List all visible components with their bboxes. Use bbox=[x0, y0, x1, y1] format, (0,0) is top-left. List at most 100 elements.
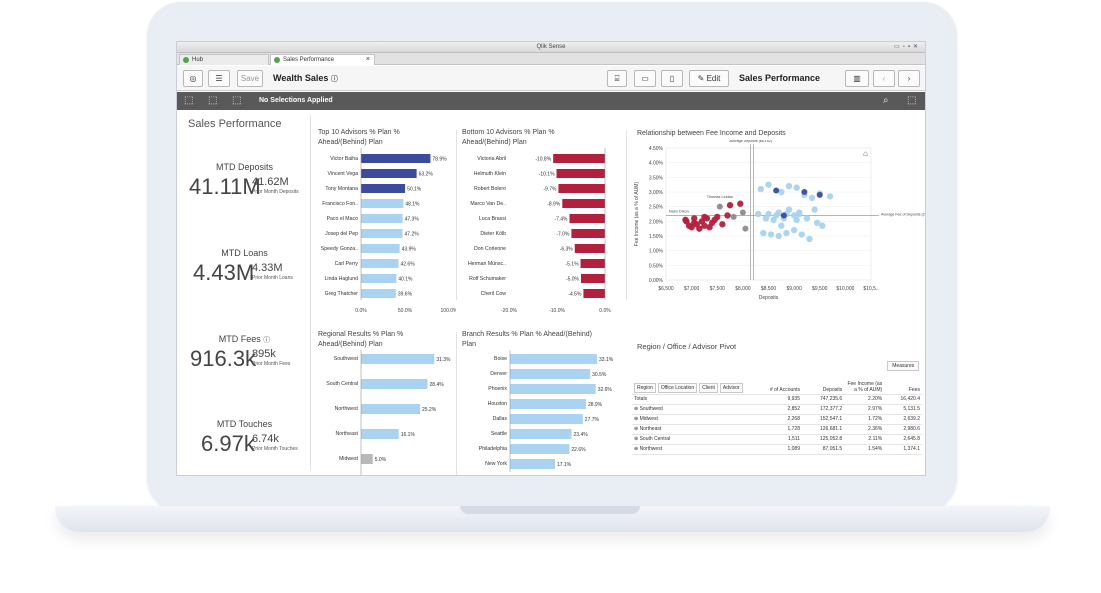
bar-value-label: 42.6% bbox=[400, 262, 415, 268]
selection-forward-icon[interactable]: ⬚ bbox=[208, 95, 218, 106]
scatter-point bbox=[690, 219, 698, 226]
bar-value-label: 28.4% bbox=[430, 382, 445, 388]
dimension-advisor[interactable]: Advisor bbox=[719, 382, 743, 393]
col-fees[interactable]: Fees bbox=[884, 372, 922, 395]
bar bbox=[562, 199, 605, 208]
camera-icon[interactable]: ⌸ bbox=[607, 70, 627, 87]
pivot-cell: 1.54% bbox=[844, 444, 885, 455]
scatter-point bbox=[775, 232, 782, 240]
bar-category-label: Greg Thatcher bbox=[325, 291, 359, 297]
pivot-title: Region / Office / Advisor Pivot bbox=[637, 342, 737, 351]
scatter-point bbox=[790, 226, 798, 234]
bar bbox=[361, 154, 431, 163]
pivot-row[interactable]: ⊕ Midwest 2,268 152,547.1 1.72% 2,639.2 bbox=[632, 414, 922, 425]
kpi-deposits-prior-label: Prior Month Deposits bbox=[252, 189, 299, 195]
pivot-row[interactable]: ⊕ Northwest 1,089 87,051.5 1.54% 1,374.1 bbox=[632, 444, 922, 455]
search-icon[interactable]: ⌕ bbox=[883, 95, 889, 106]
edit-button[interactable]: ✎ Edit bbox=[689, 70, 729, 87]
next-sheet-icon[interactable]: › bbox=[898, 70, 920, 87]
bar-category-label: Vincent Vega bbox=[328, 171, 359, 177]
kpi-loans-value: 4.43M bbox=[193, 260, 255, 285]
tab-hub[interactable]: Hub bbox=[179, 54, 269, 65]
bar-category-label: Midwest bbox=[339, 456, 359, 462]
info-icon[interactable]: ⓘ bbox=[263, 337, 271, 344]
bookmark-icon[interactable]: ▯ bbox=[661, 70, 683, 87]
pivot-cell: 2,268 bbox=[747, 414, 802, 425]
save-button[interactable]: Save bbox=[237, 70, 263, 87]
sheets-icon[interactable]: ▥ bbox=[845, 70, 869, 87]
bar-value-label: -6.3% bbox=[560, 247, 574, 253]
info-icon[interactable]: ⓘ bbox=[330, 76, 338, 83]
divider bbox=[456, 130, 457, 300]
kpi-fees-title-text: MTD Fees bbox=[218, 334, 261, 344]
pivot-row[interactable]: ⊕ Northeast 1,728 126,681.1 2.36% 2,980.6 bbox=[632, 424, 922, 435]
window-controls[interactable]: ▭▫▪✕ bbox=[894, 44, 921, 50]
scatter-point bbox=[780, 212, 787, 219]
kpi-touches-prior: 6.74k bbox=[252, 433, 279, 445]
bar bbox=[361, 244, 400, 253]
bottom-advisors-chart[interactable]: Victoria Abril -10.8% Helmuth Klein -10.1% R… bbox=[457, 148, 622, 318]
scatter-point bbox=[701, 213, 708, 221]
scatter-point bbox=[775, 209, 782, 216]
col-fee-income[interactable]: Fee Income (as a % of AUM) bbox=[844, 372, 885, 395]
dimension-office-location[interactable]: Office Location bbox=[657, 382, 698, 393]
top-advisors-chart[interactable]: Victor Baiha 78.9% Vincent Vega 63.2% Tony M… bbox=[311, 148, 456, 318]
y-tick-label: 4.00% bbox=[649, 161, 664, 167]
col-deposits[interactable]: Deposits bbox=[802, 372, 845, 395]
dimension-region[interactable]: Region bbox=[634, 382, 656, 393]
bar-category-label: Houston bbox=[488, 401, 507, 407]
regional-results-title: Regional Results % Plan % Ahead/(Behind)… bbox=[318, 331, 404, 348]
x-tick-label: $8,500 bbox=[761, 286, 777, 292]
bar-category-label: Carl Perry bbox=[335, 261, 359, 267]
close-tab-icon[interactable]: × bbox=[365, 56, 370, 63]
navigation-compass-icon[interactable]: ◎ bbox=[183, 70, 203, 87]
pivot-row[interactable]: ⊕ Southwest 2,852 172,377.2 2.97% 5,131.5 bbox=[632, 404, 922, 415]
scatter-point bbox=[778, 222, 785, 229]
sheet-name: Sales Performance bbox=[188, 118, 282, 130]
selection-back-icon[interactable]: ⬚ bbox=[184, 95, 194, 106]
bar-value-label: 78.9% bbox=[432, 157, 447, 163]
tab-sales-performance[interactable]: Sales Performance × bbox=[270, 54, 375, 65]
pivot-row[interactable]: ⊕ South Central 1,511 125,052.8 2.11% 2,645.… bbox=[632, 434, 922, 445]
bar-category-label: Herman Münsc.. bbox=[468, 261, 506, 267]
regional-results-chart[interactable]: Southwest 31.3% South Central 28.4% Northwes… bbox=[311, 350, 456, 476]
measures-chip[interactable]: Measures bbox=[887, 361, 920, 371]
previous-sheet-icon[interactable]: ‹ bbox=[873, 70, 895, 87]
clear-selections-icon[interactable]: ⬚ bbox=[232, 95, 242, 106]
pivot-cell: 87,051.5 bbox=[802, 444, 845, 455]
pivot-cell: 1,728 bbox=[747, 424, 802, 435]
bar-value-label: -10.1% bbox=[539, 172, 555, 178]
scatter-point bbox=[760, 229, 767, 237]
pivot-cell: 2.11% bbox=[844, 434, 885, 445]
smart-search-icon[interactable]: ⬚ bbox=[907, 95, 917, 106]
scatter-point bbox=[783, 229, 790, 237]
pivot-cell: 2.97% bbox=[844, 404, 885, 415]
kpi-deposits-title: MTD Deposits bbox=[215, 162, 273, 172]
bar-value-label: 5.0% bbox=[375, 457, 387, 463]
present-icon[interactable]: ▭ bbox=[634, 70, 656, 87]
pencil-icon: ✎ bbox=[697, 74, 705, 83]
kpi-loans-title: MTD Loans bbox=[221, 248, 268, 258]
pivot-spacer bbox=[632, 360, 747, 372]
tick-label: 0.0% bbox=[599, 308, 611, 314]
kpi-fees-prior-label: Prior Month Fees bbox=[252, 361, 291, 367]
divider bbox=[626, 130, 627, 300]
bar bbox=[361, 404, 421, 414]
scatter-title: Relationship between Fee Income and Depo… bbox=[637, 130, 786, 137]
bar bbox=[361, 429, 399, 439]
pivot-row[interactable]: Totals 9,935 747,235.6 2.20% 16,420.4 bbox=[632, 394, 922, 405]
bar-category-label: Francisco Fon.. bbox=[322, 201, 358, 207]
qlik-icon bbox=[274, 57, 280, 63]
x-axis-label: Deposits bbox=[759, 295, 779, 301]
scatter-point bbox=[778, 188, 785, 196]
menu-list-icon[interactable]: ☰ bbox=[208, 70, 230, 87]
bar-category-label: New York bbox=[485, 461, 507, 467]
fee-deposits-scatter[interactable]: 4.50% 4.00% 3.50% 3.00% 2.50% 2.00% 1.50% 1.00%… bbox=[626, 140, 926, 330]
branch-results-chart[interactable]: Boise 33.1% Denver 30.5% Phoenix 32.6% Houston… bbox=[457, 350, 622, 476]
bar-value-label: 28.9% bbox=[588, 402, 603, 408]
dimension-client[interactable]: Client bbox=[699, 382, 718, 393]
bar bbox=[361, 259, 399, 268]
bar-category-label: Dallas bbox=[493, 416, 508, 422]
col-accounts[interactable]: # of Accounts bbox=[747, 372, 802, 395]
pivot-row-label: ⊕ Northeast bbox=[632, 424, 748, 435]
